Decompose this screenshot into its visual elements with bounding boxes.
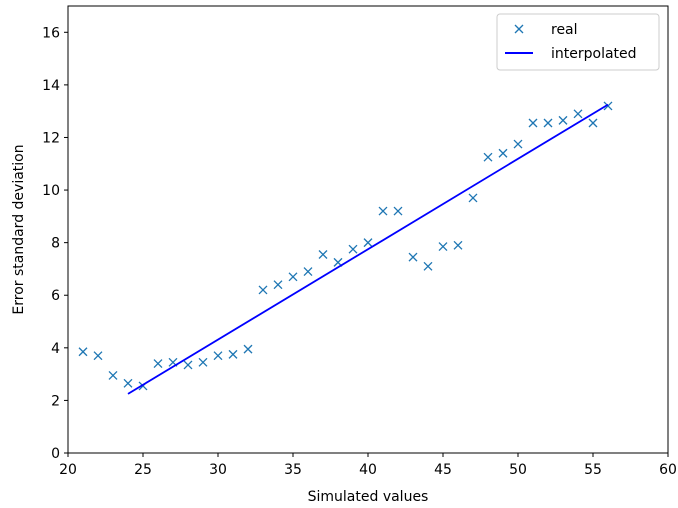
data-point-stroke-b bbox=[423, 261, 433, 271]
data-point bbox=[378, 206, 388, 216]
x-tick-label: 35 bbox=[284, 462, 302, 478]
data-point-stroke-b bbox=[318, 250, 328, 259]
legend: real interpolated bbox=[496, 13, 660, 71]
data-point-stroke-b bbox=[228, 349, 238, 359]
x-tick-label: 55 bbox=[584, 462, 602, 478]
data-point bbox=[123, 378, 133, 388]
data-point bbox=[273, 280, 283, 290]
legend-label-interpolated: interpolated bbox=[551, 46, 637, 62]
data-point-stroke-b bbox=[78, 347, 88, 357]
y-tick-label: 0 bbox=[51, 446, 60, 462]
data-point-stroke-b bbox=[408, 252, 418, 262]
y-tick-label: 4 bbox=[51, 341, 60, 357]
data-point bbox=[78, 347, 88, 357]
legend-label-real: real bbox=[551, 22, 578, 38]
data-point-stroke-b bbox=[288, 272, 298, 282]
data-point bbox=[603, 101, 613, 111]
data-point-stroke-b bbox=[393, 206, 403, 216]
y-tick-label: 16 bbox=[42, 25, 60, 41]
data-point-stroke-b bbox=[573, 109, 583, 119]
data-point-stroke-b bbox=[243, 344, 253, 354]
data-point-stroke-b bbox=[198, 357, 208, 367]
x-tick-label: 25 bbox=[134, 462, 152, 478]
data-point-stroke-b bbox=[438, 242, 448, 252]
data-point-stroke-b bbox=[453, 240, 463, 250]
data-point-stroke-b bbox=[348, 244, 358, 254]
data-point-stroke-b bbox=[93, 351, 103, 361]
plot-frame bbox=[67, 5, 669, 454]
data-point-stroke-b bbox=[183, 360, 193, 370]
x-axis-label: Simulated values bbox=[308, 489, 429, 505]
x-tick-label: 40 bbox=[359, 462, 377, 478]
data-point bbox=[318, 250, 328, 259]
y-tick-label: 2 bbox=[51, 393, 60, 409]
data-point bbox=[498, 148, 508, 158]
data-point bbox=[543, 118, 553, 128]
legend-x-glyph-stroke-b bbox=[514, 24, 524, 34]
data-point-stroke-b bbox=[468, 193, 478, 203]
x-tick-label: 20 bbox=[59, 462, 77, 478]
legend-x-glyph bbox=[514, 24, 524, 34]
x-tick-label: 30 bbox=[209, 462, 227, 478]
x-tick-label: 45 bbox=[434, 462, 452, 478]
data-point-stroke-b bbox=[483, 152, 493, 162]
data-point bbox=[558, 115, 568, 125]
data-point-stroke-b bbox=[273, 280, 283, 290]
data-point-stroke-b bbox=[513, 139, 523, 149]
y-tick-label: 14 bbox=[42, 78, 60, 94]
y-tick-label: 6 bbox=[51, 288, 60, 304]
y-tick-label: 10 bbox=[42, 183, 60, 199]
x-tick-label: 50 bbox=[509, 462, 527, 478]
data-point-stroke-b bbox=[258, 285, 268, 295]
data-point-stroke-b bbox=[213, 351, 223, 361]
data-point-stroke-b bbox=[603, 101, 613, 111]
data-point bbox=[258, 285, 268, 295]
data-point bbox=[348, 244, 358, 254]
data-point bbox=[573, 109, 583, 119]
data-point bbox=[513, 139, 523, 149]
x-tick-label: 60 bbox=[659, 462, 677, 478]
legend-box bbox=[496, 13, 660, 71]
data-point bbox=[243, 344, 253, 354]
data-point bbox=[483, 152, 493, 162]
data-point bbox=[408, 252, 418, 262]
data-point-stroke-b bbox=[588, 118, 598, 128]
data-point-stroke-b bbox=[498, 148, 508, 158]
data-point bbox=[228, 349, 238, 359]
data-point-stroke-b bbox=[303, 267, 313, 277]
y-tick-label: 12 bbox=[42, 130, 60, 146]
data-point bbox=[93, 351, 103, 361]
data-point bbox=[303, 267, 313, 277]
data-point bbox=[363, 238, 373, 248]
data-point bbox=[528, 118, 538, 128]
data-point bbox=[453, 240, 463, 250]
data-point-stroke-b bbox=[108, 370, 118, 380]
data-point bbox=[198, 357, 208, 367]
data-point-stroke-b bbox=[558, 115, 568, 125]
data-point-stroke-b bbox=[378, 206, 388, 216]
data-point-stroke-b bbox=[123, 378, 133, 388]
data-point-stroke-b bbox=[363, 238, 373, 248]
data-point bbox=[213, 351, 223, 361]
data-point bbox=[393, 206, 403, 216]
legend-marker-real bbox=[514, 24, 524, 34]
data-point-stroke-b bbox=[528, 118, 538, 128]
y-axis-label: Error standard deviation bbox=[11, 144, 27, 314]
data-point bbox=[438, 242, 448, 252]
data-point-stroke-b bbox=[168, 357, 178, 367]
data-point bbox=[153, 359, 163, 369]
data-point bbox=[588, 118, 598, 128]
data-point bbox=[423, 261, 433, 271]
y-tick-label: 8 bbox=[51, 236, 60, 252]
data-point bbox=[183, 360, 193, 370]
data-point-stroke-b bbox=[333, 257, 343, 267]
interpolated-line bbox=[127, 103, 609, 395]
data-point bbox=[468, 193, 478, 203]
data-point bbox=[108, 370, 118, 380]
data-point-stroke-b bbox=[543, 118, 553, 128]
data-point-stroke-b bbox=[153, 359, 163, 369]
data-point bbox=[288, 272, 298, 282]
